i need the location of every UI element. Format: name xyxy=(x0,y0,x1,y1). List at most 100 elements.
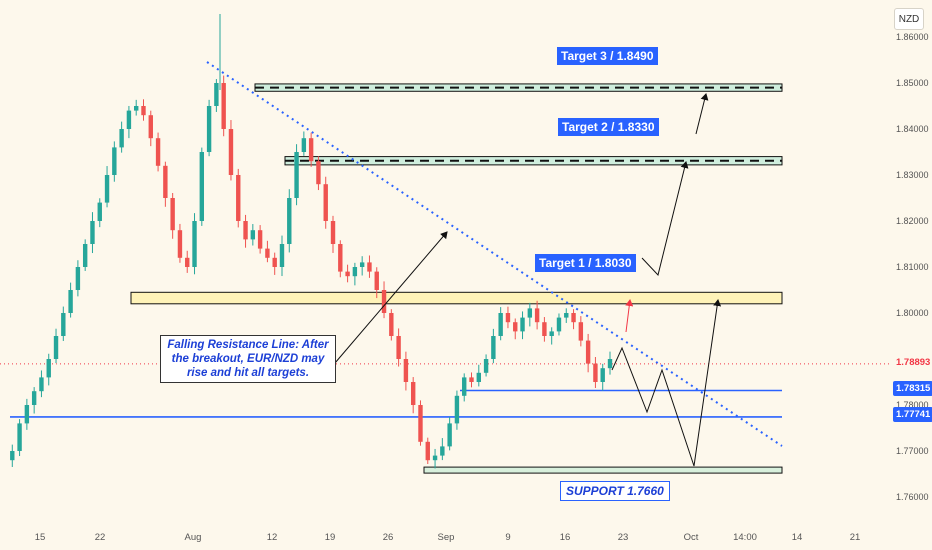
x-tick-label: Sep xyxy=(438,532,455,543)
level-badge-2: 1.77741 xyxy=(893,407,932,422)
x-tick-label: 9 xyxy=(505,532,510,543)
candle-body xyxy=(607,359,613,369)
candle-body xyxy=(403,359,409,382)
candle-body xyxy=(90,221,95,244)
target-zones xyxy=(130,83,783,474)
target1-label: Target 1 / 1.8030 xyxy=(535,254,636,272)
candle-body xyxy=(454,395,460,424)
x-tick-label: 22 xyxy=(95,532,106,543)
candle-body xyxy=(97,202,102,221)
x-tick-label: 14:00 xyxy=(733,532,757,543)
y-tick-label: 1.76000 xyxy=(896,492,929,502)
candle-body xyxy=(148,115,153,139)
y-tick-label: 1.84000 xyxy=(896,124,929,134)
y-tick-label: 1.86000 xyxy=(896,32,929,42)
currency-button[interactable]: NZD xyxy=(894,8,924,30)
candle-body xyxy=(447,423,452,447)
candle-body xyxy=(556,317,562,332)
candle-body xyxy=(498,313,503,336)
y-tick-label: 1.78000 xyxy=(896,400,929,410)
candle-body xyxy=(82,244,88,267)
candle-body xyxy=(10,451,15,461)
candle-body xyxy=(513,322,518,332)
candle-body xyxy=(308,138,314,162)
candle-body xyxy=(272,257,277,267)
projection-segment xyxy=(611,299,722,467)
x-tick-label: 12 xyxy=(267,532,278,543)
candle-body xyxy=(221,83,226,129)
level-badge-1: 1.78315 xyxy=(893,381,932,396)
candle-body xyxy=(199,152,205,221)
candle-body xyxy=(236,175,241,221)
candle-body xyxy=(61,313,66,336)
candle-body xyxy=(425,441,430,461)
candle-body xyxy=(564,313,569,318)
x-tick-label: Oct xyxy=(684,532,699,543)
candle-body xyxy=(134,106,139,111)
candle-body xyxy=(593,363,598,382)
candle-body xyxy=(17,423,22,451)
candle-body xyxy=(432,455,438,461)
x-tick-label: 16 xyxy=(560,532,571,543)
candle-body xyxy=(520,317,525,332)
candle-body xyxy=(352,267,358,277)
target2-label: Target 2 / 1.8330 xyxy=(558,118,659,136)
candle-body xyxy=(46,359,51,378)
candle-body xyxy=(483,359,489,373)
falling-resistance-line xyxy=(206,61,783,447)
candle-body xyxy=(39,377,44,392)
support-zone xyxy=(423,466,783,474)
target3-label: Target 3 / 1.8490 xyxy=(557,47,658,65)
candle-body xyxy=(170,198,175,231)
candle-body xyxy=(104,175,110,203)
candle-body xyxy=(469,377,474,382)
candle-body xyxy=(126,110,132,129)
candle-body xyxy=(389,313,394,336)
annotation-note: Falling Resistance Line: After the break… xyxy=(160,335,336,383)
projection-segment xyxy=(641,161,689,277)
candle-body xyxy=(53,336,59,359)
current-price-badge: 1.78893 xyxy=(893,355,932,370)
candle-body xyxy=(68,290,73,313)
candle-body xyxy=(410,382,416,405)
candle-body xyxy=(206,106,212,152)
candle-body xyxy=(31,391,37,405)
candle-body xyxy=(578,322,584,341)
candle-body xyxy=(534,308,540,323)
projection-segment xyxy=(695,93,709,135)
candle-body xyxy=(265,248,270,258)
x-tick-label: 21 xyxy=(850,532,861,543)
candle-body xyxy=(192,221,197,267)
target1-zone xyxy=(130,291,783,305)
candle-body xyxy=(374,271,379,290)
x-tick-label: 26 xyxy=(383,532,394,543)
candle-body xyxy=(250,230,256,240)
candle-body xyxy=(24,405,30,424)
candle-body xyxy=(330,221,336,244)
candle-body xyxy=(505,313,511,323)
y-tick-label: 1.83000 xyxy=(896,170,929,180)
candle-body xyxy=(119,129,124,148)
horizontal-levels xyxy=(0,363,890,418)
candle-body xyxy=(214,83,219,106)
y-tick-label: 1.77000 xyxy=(896,446,929,456)
candle-body xyxy=(287,198,292,244)
x-tick-label: 23 xyxy=(618,532,629,543)
x-tick-label: 19 xyxy=(325,532,336,543)
projection-segment xyxy=(334,231,448,364)
candle-body xyxy=(585,340,591,364)
candle-body xyxy=(185,257,190,267)
y-tick-label: 1.85000 xyxy=(896,78,929,88)
candle-body xyxy=(359,262,365,267)
candle-body xyxy=(476,372,481,382)
y-tick-label: 1.82000 xyxy=(896,216,929,226)
x-tick-label: Aug xyxy=(185,532,202,543)
support-label: SUPPORT 1.7660 xyxy=(560,481,670,501)
x-tick-label: 14 xyxy=(792,532,803,543)
projection-path xyxy=(334,93,722,467)
y-tick-label: 1.80000 xyxy=(896,308,929,318)
candle-body xyxy=(527,308,533,318)
candle-body xyxy=(316,161,321,185)
candle-body xyxy=(228,129,234,175)
